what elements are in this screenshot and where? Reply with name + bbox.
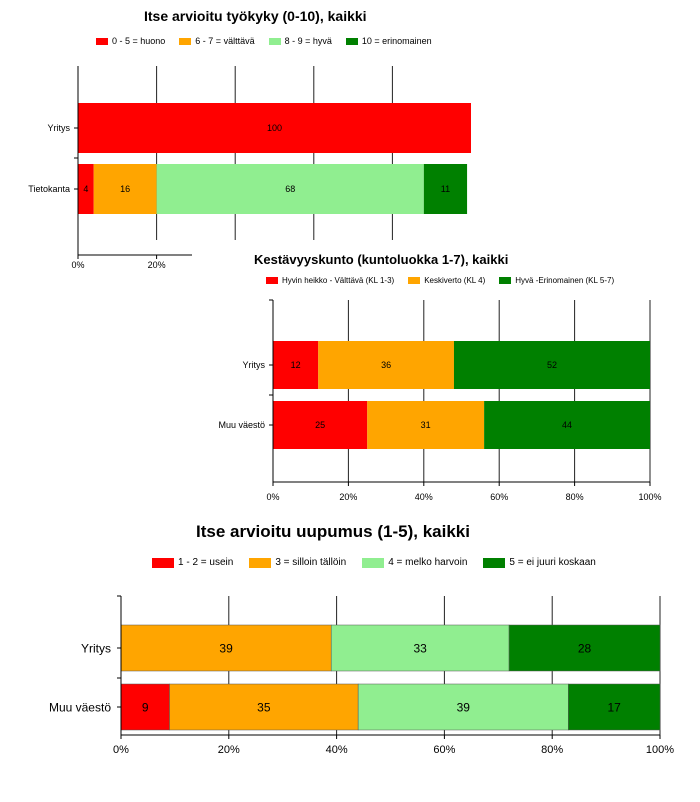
bar-segment <box>357 683 569 731</box>
bar-segment <box>453 341 650 389</box>
legend-swatch <box>362 557 385 568</box>
legend-swatch <box>345 37 358 45</box>
bar-segment <box>169 683 359 731</box>
category-label: Muu väestö <box>218 420 265 430</box>
x-tick-label: 0% <box>71 260 84 270</box>
legend-swatch <box>499 277 512 284</box>
legend-item: 5 = ei juuri koskaan <box>483 557 596 568</box>
legend-swatch <box>268 37 281 45</box>
chart-title: Itse arvioitu uupumus (1-5), kaikki <box>196 522 470 541</box>
legend-item: 1 - 2 = usein <box>152 557 233 568</box>
x-tick-label: 20% <box>339 492 357 502</box>
bar-segment <box>120 683 170 731</box>
x-tick-label: 40% <box>326 744 348 756</box>
legend-label: 8 - 9 = hyvä <box>284 36 332 46</box>
legend-label: Hyvä -Erinomainen (KL 5-7) <box>515 276 615 285</box>
x-tick-label: 60% <box>490 492 508 502</box>
bar-value-label: 9 <box>142 700 149 714</box>
legend-label: 6 - 7 = välttävä <box>195 36 255 46</box>
x-tick-label: 20% <box>148 260 166 270</box>
legend-label: 0 - 5 = huono <box>112 36 166 46</box>
bar-value-label: 12 <box>291 360 301 370</box>
bar-segment <box>156 164 424 214</box>
chart-tyokyky: Itse arvioitu työkyky (0-10), kaikki 0 -… <box>0 0 500 272</box>
chart-legend: 1 - 2 = usein 3 = silloin tällöin 4 = me… <box>152 557 596 568</box>
x-tick-label: 20% <box>218 744 240 756</box>
x-tick-label: 0% <box>113 744 129 756</box>
bar-segment <box>484 401 650 449</box>
bar-segment <box>273 341 319 389</box>
chart-legend: Hyvin heikko - Välttävä (KL 1-3) Keskive… <box>266 276 628 285</box>
category-label: Yritys <box>48 123 71 133</box>
x-tick-label: 60% <box>433 744 455 756</box>
bar-segment <box>423 164 468 214</box>
legend-swatch <box>179 37 192 45</box>
bar-segment <box>318 341 454 389</box>
legend-swatch <box>408 277 421 284</box>
bar-value-label: 100 <box>267 123 282 133</box>
legend-item: 8 - 9 = hyvä <box>268 36 332 46</box>
legend-label: Hyvin heikko - Välttävä (KL 1-3) <box>282 276 395 285</box>
legend-swatch <box>249 557 272 568</box>
legend-swatch <box>152 557 174 568</box>
chart-plot: 100 Yritys 4 16 68 11 Tietokanta 0% 20% <box>28 66 471 270</box>
legend-label: 10 = erinomainen <box>361 36 432 46</box>
x-tick-label: 100% <box>638 492 661 502</box>
legend-item: Keskiverto (KL 4) <box>408 276 485 285</box>
legend-swatch <box>96 37 108 45</box>
bar-value-label: 16 <box>120 184 130 194</box>
bar-value-label: 52 <box>547 360 557 370</box>
category-label: Tietokanta <box>28 184 70 194</box>
x-tick-label: 0% <box>266 492 279 502</box>
bar-segment <box>508 624 661 672</box>
bar-value-label: 68 <box>285 184 295 194</box>
legend-swatch <box>483 557 506 568</box>
legend-item: Hyvä -Erinomainen (KL 5-7) <box>499 276 614 285</box>
bar-value-label: 31 <box>421 420 431 430</box>
bar-segment <box>93 164 157 214</box>
bar-value-label: 17 <box>608 700 622 714</box>
legend-label: Keskiverto (KL 4) <box>424 276 486 285</box>
bar-value-label: 33 <box>413 641 427 655</box>
bar-value-label: 11 <box>441 184 450 194</box>
legend-label: 3 = silloin tällöin <box>275 557 347 568</box>
bar-segment <box>273 401 368 449</box>
bar-value-label: 35 <box>257 700 271 714</box>
bar-segment <box>330 624 510 672</box>
legend-label: 5 = ei juuri koskaan <box>509 557 596 568</box>
bar-segment <box>78 164 94 214</box>
bar-value-label: 44 <box>562 420 572 430</box>
category-label: Muu väestö <box>49 700 111 714</box>
x-tick-label: 80% <box>566 492 584 502</box>
chart-title: Kestävyyskunto (kuntoluokka 1-7), kaikki <box>254 252 509 267</box>
x-tick-label: 80% <box>541 744 563 756</box>
legend-item: 10 = erinomainen <box>345 36 432 46</box>
category-label: Yritys <box>243 360 266 370</box>
bar-segment <box>568 683 661 731</box>
legend-swatch <box>266 277 278 284</box>
legend-item: Hyvin heikko - Välttävä (KL 1-3) <box>266 276 394 285</box>
bar-segment <box>120 624 332 672</box>
bar-value-label: 36 <box>381 360 391 370</box>
legend-label: 4 = melko harvoin <box>388 557 468 568</box>
legend-item: 4 = melko harvoin <box>362 557 467 568</box>
bar-segment <box>78 103 471 153</box>
legend-item: 6 - 7 = välttävä <box>179 36 255 46</box>
category-label: Yritys <box>81 641 111 655</box>
chart-title: Itse arvioitu työkyky (0-10), kaikki <box>144 8 367 24</box>
legend-item: 3 = silloin tällöin <box>249 557 346 568</box>
bar-segment <box>367 401 485 449</box>
legend-item: 0 - 5 = huono <box>96 36 165 46</box>
bar-value-label: 39 <box>457 700 471 714</box>
bar-value-label: 4 <box>83 184 88 194</box>
x-tick-label: 100% <box>646 744 674 756</box>
bar-value-label: 25 <box>315 420 325 430</box>
bar-value-label: 28 <box>578 641 592 655</box>
legend-label: 1 - 2 = usein <box>178 557 234 568</box>
bar-value-label: 39 <box>219 641 233 655</box>
chart-legend: 0 - 5 = huono 6 - 7 = välttävä 8 - 9 = h… <box>96 36 446 46</box>
x-tick-label: 40% <box>415 492 433 502</box>
